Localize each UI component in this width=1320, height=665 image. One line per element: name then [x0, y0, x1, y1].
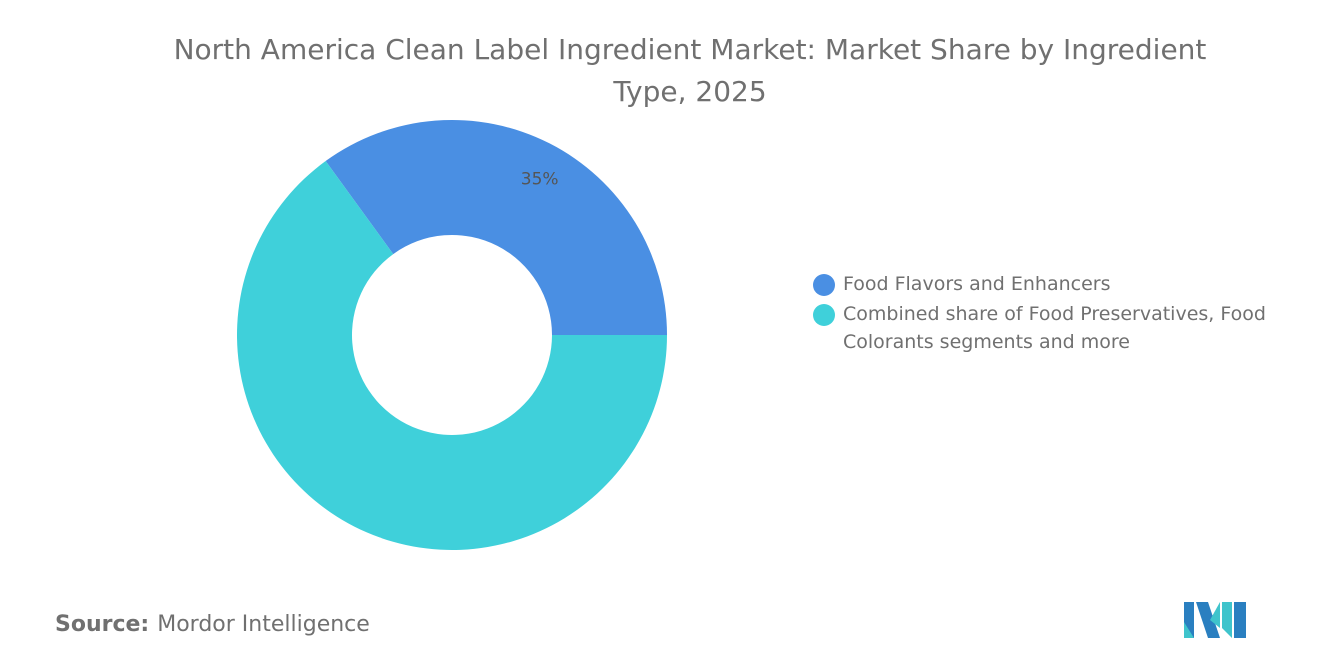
mordor-intelligence-logo: [1184, 602, 1246, 638]
donut-slice-0: [325, 119, 667, 336]
legend-swatch-0: [813, 274, 835, 296]
data-label-0: 35%: [521, 170, 559, 190]
legend-swatch-1: [813, 304, 835, 326]
chart-title: North America Clean Label Ingredient Mar…: [173, 32, 1207, 108]
legend-item: Food Flavors and Enhancers: [813, 270, 1273, 298]
source-note: Source: Mordor Intelligence: [55, 612, 370, 637]
legend-label: Combined share of Food Preservatives, Fo…: [843, 303, 1266, 353]
legend-item: Combined share of Food Preservatives, Fo…: [813, 300, 1273, 356]
donut-slice-1: [237, 161, 667, 550]
legend: Food Flavors and Enhancers Combined shar…: [813, 270, 1273, 358]
legend-label: Food Flavors and Enhancers: [843, 273, 1111, 295]
source-value: Mordor Intelligence: [157, 612, 370, 637]
source-label: Source:: [55, 612, 150, 637]
